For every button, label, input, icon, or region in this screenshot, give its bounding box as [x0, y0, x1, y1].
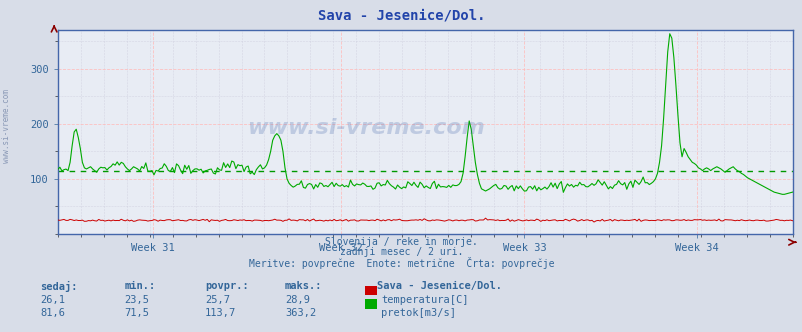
- Text: 28,9: 28,9: [285, 295, 310, 305]
- Text: Sava - Jesenice/Dol.: Sava - Jesenice/Dol.: [377, 281, 502, 290]
- Text: 23,5: 23,5: [124, 295, 149, 305]
- Text: maks.:: maks.:: [285, 281, 322, 290]
- Text: 71,5: 71,5: [124, 308, 149, 318]
- Text: www.si-vreme.com: www.si-vreme.com: [2, 89, 11, 163]
- Text: povpr.:: povpr.:: [205, 281, 248, 290]
- Text: 25,7: 25,7: [205, 295, 229, 305]
- Text: zadnji mesec / 2 uri.: zadnji mesec / 2 uri.: [339, 247, 463, 257]
- Text: Slovenija / reke in morje.: Slovenija / reke in morje.: [325, 237, 477, 247]
- Text: 363,2: 363,2: [285, 308, 316, 318]
- Text: Sava - Jesenice/Dol.: Sava - Jesenice/Dol.: [318, 8, 484, 22]
- Text: temperatura[C]: temperatura[C]: [381, 295, 468, 305]
- Text: www.si-vreme.com: www.si-vreme.com: [247, 118, 484, 138]
- Text: Meritve: povprečne  Enote: metrične  Črta: povprečje: Meritve: povprečne Enote: metrične Črta:…: [249, 257, 553, 269]
- Text: sedaj:: sedaj:: [40, 281, 78, 291]
- Text: 113,7: 113,7: [205, 308, 236, 318]
- Text: 81,6: 81,6: [40, 308, 65, 318]
- Text: pretok[m3/s]: pretok[m3/s]: [381, 308, 456, 318]
- Text: 26,1: 26,1: [40, 295, 65, 305]
- Text: min.:: min.:: [124, 281, 156, 290]
